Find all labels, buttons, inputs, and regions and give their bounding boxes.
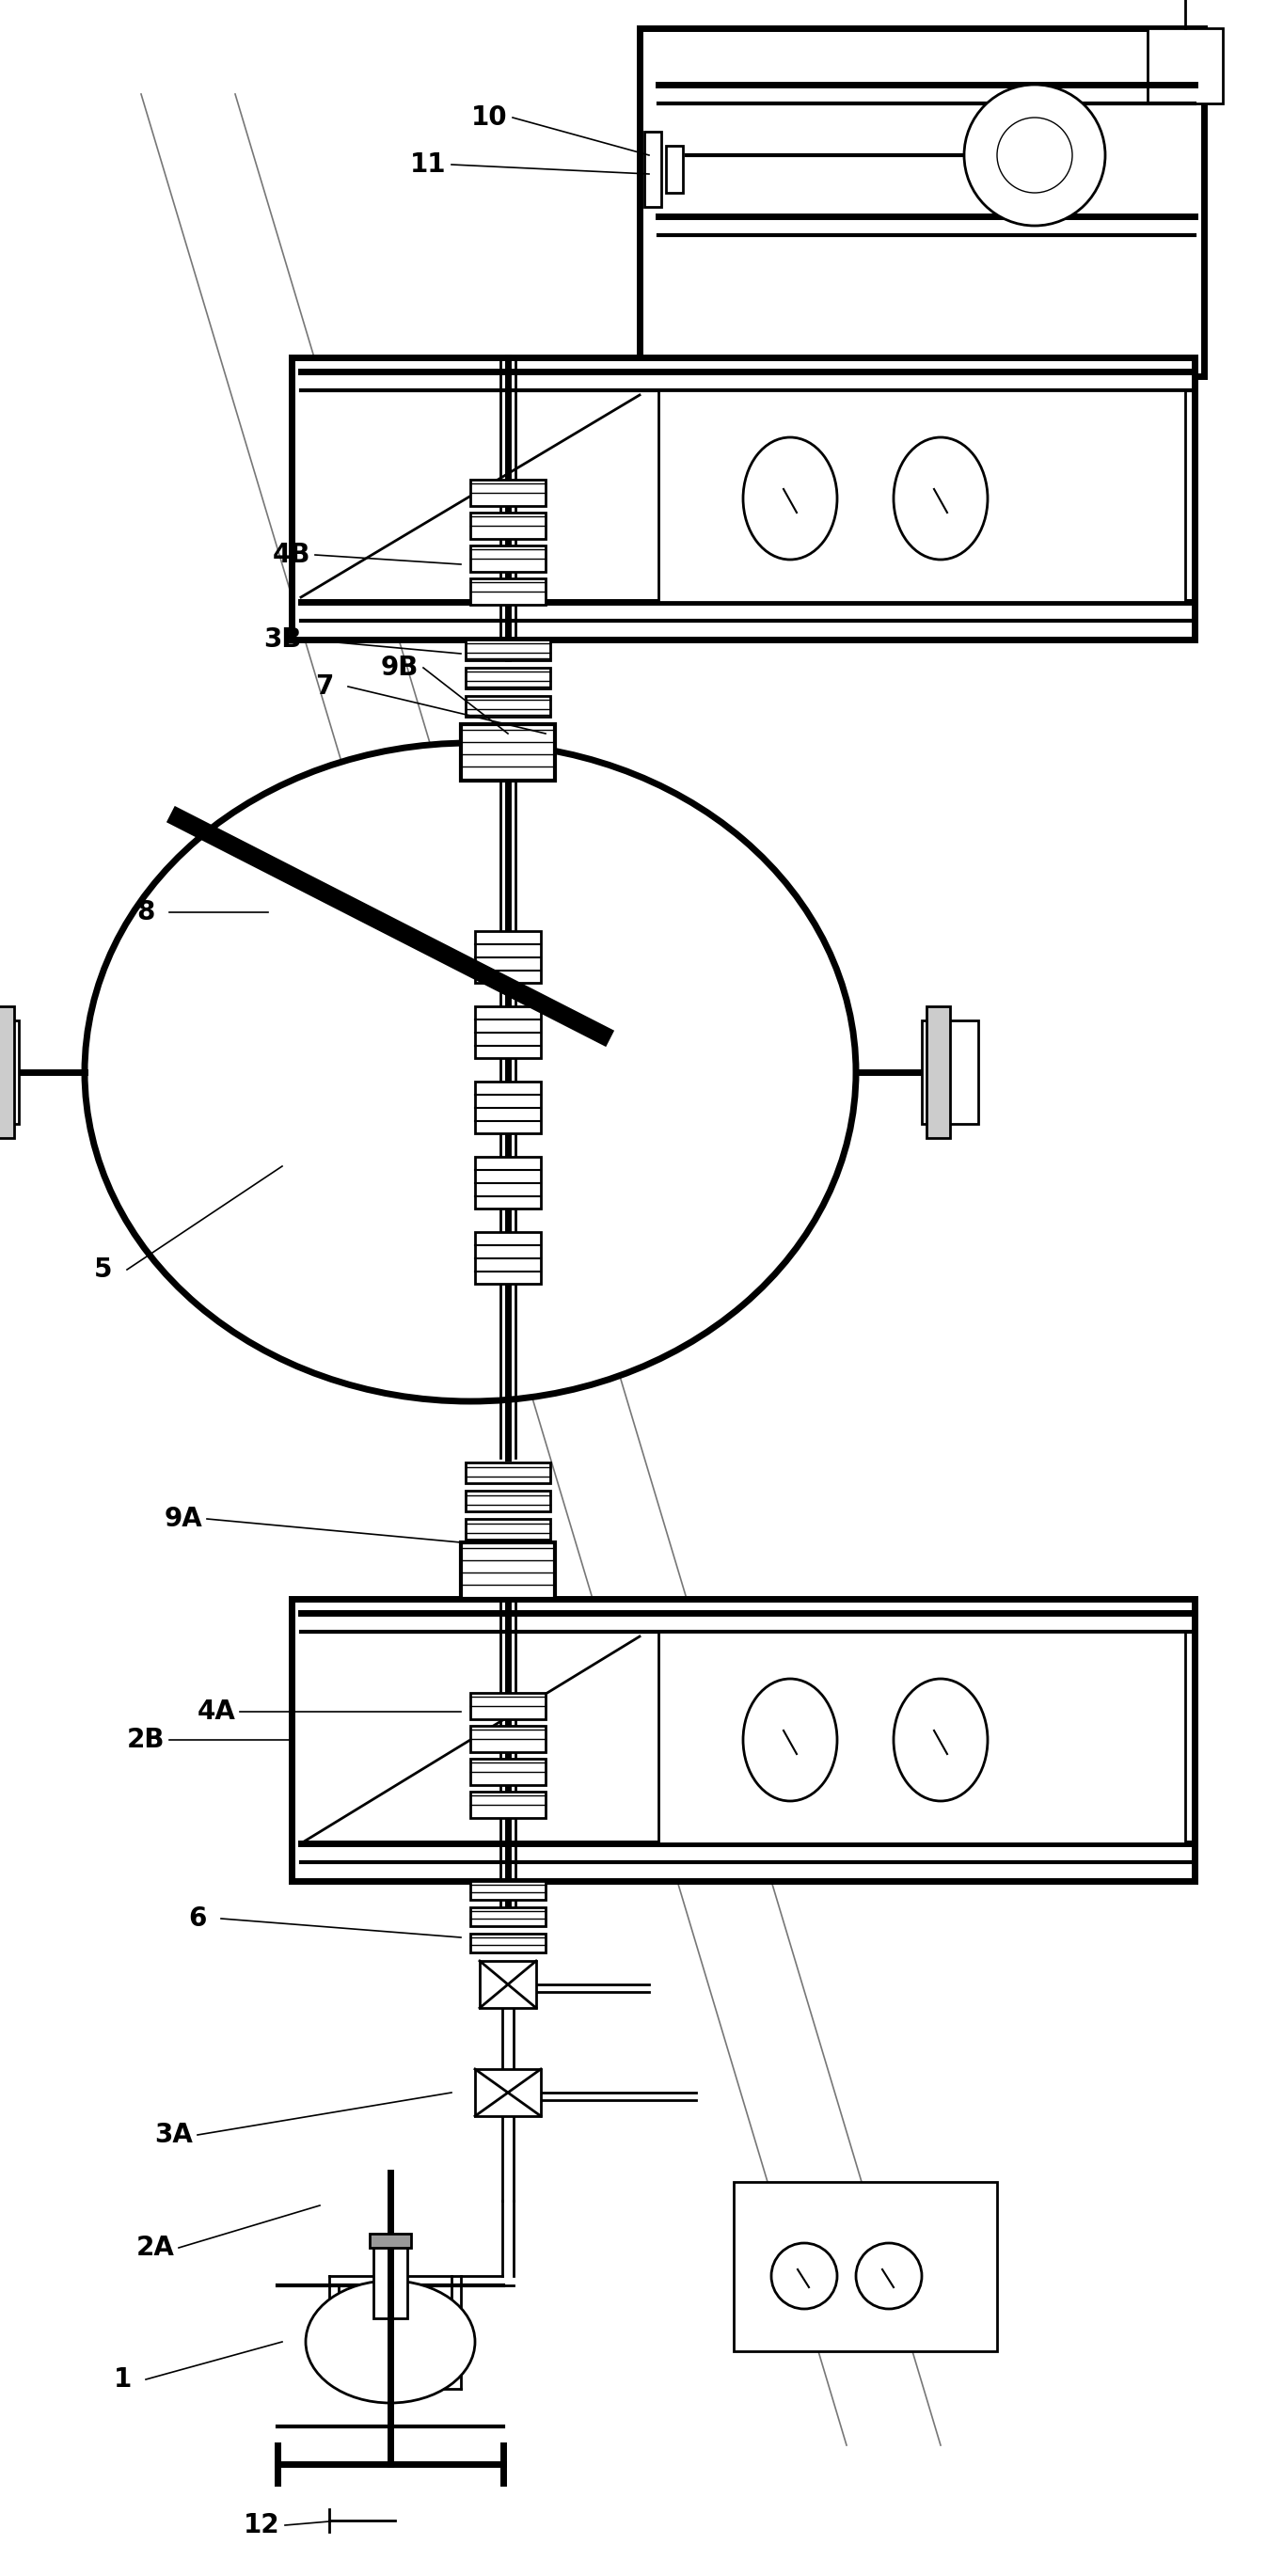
- Text: 9B: 9B: [381, 654, 419, 680]
- Bar: [470, 1935, 546, 1953]
- Bar: [659, 392, 1185, 603]
- Bar: [465, 696, 550, 716]
- Bar: [470, 1692, 546, 1718]
- Bar: [291, 358, 1195, 639]
- Text: 9A: 9A: [165, 1507, 203, 1533]
- Bar: [475, 2069, 541, 2115]
- Circle shape: [997, 118, 1072, 193]
- Ellipse shape: [85, 742, 856, 1401]
- Bar: [470, 1726, 546, 1752]
- Bar: [461, 1543, 555, 1600]
- Bar: [465, 639, 550, 659]
- Circle shape: [772, 2244, 837, 2308]
- Bar: [480, 1960, 536, 2007]
- Bar: [470, 1880, 546, 1899]
- Bar: [645, 131, 661, 206]
- Bar: [475, 930, 541, 984]
- Bar: [461, 724, 555, 781]
- Bar: [734, 2182, 997, 2352]
- Bar: [0, 1007, 14, 1139]
- Ellipse shape: [893, 1680, 988, 1801]
- Text: 4A: 4A: [198, 1698, 236, 1726]
- Bar: [465, 1520, 550, 1540]
- Bar: [470, 479, 546, 505]
- Bar: [475, 1082, 541, 1133]
- Bar: [922, 1020, 978, 1123]
- Bar: [291, 1600, 1195, 1880]
- Bar: [465, 1463, 550, 1484]
- Bar: [465, 1492, 550, 1512]
- Bar: [666, 147, 683, 193]
- Bar: [0, 1020, 19, 1123]
- Bar: [470, 1793, 546, 1819]
- Bar: [475, 1007, 541, 1059]
- Bar: [470, 513, 546, 538]
- Text: 11: 11: [409, 152, 446, 178]
- Bar: [640, 28, 1204, 376]
- Bar: [926, 1007, 950, 1139]
- Ellipse shape: [893, 438, 988, 559]
- Bar: [1148, 28, 1223, 103]
- Bar: [370, 2233, 411, 2249]
- Ellipse shape: [305, 2280, 475, 2403]
- Text: 5: 5: [94, 1257, 113, 1283]
- Bar: [470, 1759, 546, 1785]
- Circle shape: [964, 85, 1105, 227]
- Ellipse shape: [742, 438, 837, 559]
- Bar: [659, 1631, 1185, 1844]
- Text: 6: 6: [189, 1906, 207, 1932]
- Circle shape: [856, 2244, 922, 2308]
- Text: 1: 1: [113, 2367, 132, 2393]
- Text: 7: 7: [315, 672, 333, 701]
- Text: 10: 10: [471, 106, 507, 131]
- Text: 4B: 4B: [272, 541, 310, 569]
- Text: 3B: 3B: [264, 626, 302, 652]
- Ellipse shape: [742, 1680, 837, 1801]
- Bar: [475, 1231, 541, 1283]
- Bar: [470, 580, 546, 605]
- Text: 8: 8: [137, 899, 155, 925]
- Bar: [374, 2244, 407, 2318]
- Text: 2B: 2B: [127, 1726, 165, 1754]
- Bar: [470, 1906, 546, 1927]
- Text: 3A: 3A: [155, 2123, 194, 2148]
- Bar: [465, 667, 550, 688]
- Bar: [475, 1157, 541, 1208]
- Text: 12: 12: [243, 2512, 280, 2537]
- Text: 2A: 2A: [136, 2233, 175, 2262]
- Bar: [470, 546, 546, 572]
